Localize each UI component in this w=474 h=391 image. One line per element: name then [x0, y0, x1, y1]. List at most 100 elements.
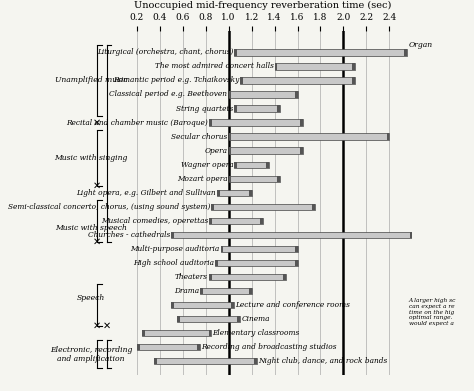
Bar: [410, 232, 412, 238]
Bar: [228, 91, 231, 98]
Bar: [211, 204, 315, 210]
Bar: [215, 260, 218, 266]
Text: Drama: Drama: [173, 287, 199, 295]
Bar: [237, 316, 240, 322]
Text: Electronic, recording
and amplification: Electronic, recording and amplification: [50, 346, 132, 363]
Bar: [209, 119, 212, 126]
Text: Classical period e.g. Beethoven: Classical period e.g. Beethoven: [109, 90, 228, 99]
Text: Unamplified music: Unamplified music: [55, 76, 128, 84]
Bar: [197, 344, 200, 350]
Bar: [295, 91, 298, 98]
Bar: [312, 204, 315, 210]
Bar: [209, 274, 286, 280]
Text: Lecture and conference rooms: Lecture and conference rooms: [236, 301, 350, 309]
Bar: [137, 344, 140, 350]
Bar: [228, 176, 231, 182]
Text: Opera: Opera: [204, 147, 228, 155]
Text: Musical comedies, operettas: Musical comedies, operettas: [100, 217, 208, 225]
Text: Elementary classrooms: Elementary classrooms: [212, 329, 300, 337]
Text: Organ: Organ: [409, 41, 433, 49]
Bar: [295, 246, 298, 252]
Bar: [283, 274, 286, 280]
Bar: [209, 274, 212, 280]
Bar: [386, 133, 390, 140]
Bar: [249, 288, 252, 294]
Text: String quartets: String quartets: [176, 104, 233, 113]
Text: The most admired concert halls: The most admired concert halls: [155, 63, 273, 70]
Bar: [171, 302, 174, 308]
Text: Multi-purpose auditoria: Multi-purpose auditoria: [130, 245, 219, 253]
Text: ✕: ✕: [102, 321, 111, 331]
Bar: [209, 119, 303, 126]
Text: High school auditoria: High school auditoria: [133, 259, 214, 267]
Text: Romantic period e.g. Tchaikovsky: Romantic period e.g. Tchaikovsky: [113, 76, 239, 84]
Bar: [234, 105, 280, 112]
Text: A larger high sc
can expect a re
time on the hig
optimal range.
would expect a: A larger high sc can expect a re time on…: [409, 298, 456, 326]
Bar: [154, 358, 157, 364]
Bar: [352, 77, 355, 84]
Bar: [234, 105, 237, 112]
Text: Music with speech: Music with speech: [55, 224, 127, 232]
Bar: [295, 260, 298, 266]
Text: Recital and chamber music (Baroque): Recital and chamber music (Baroque): [66, 118, 208, 127]
Bar: [234, 49, 407, 56]
Bar: [154, 358, 257, 364]
X-axis label: Unoccupied mid-frequency reverberation time (sec): Unoccupied mid-frequency reverberation t…: [135, 1, 392, 11]
Bar: [234, 49, 237, 56]
Bar: [234, 161, 269, 168]
Bar: [301, 119, 303, 126]
Text: Cinema: Cinema: [241, 315, 270, 323]
Bar: [228, 147, 303, 154]
Text: Secular chorus: Secular chorus: [171, 133, 228, 141]
Bar: [228, 147, 231, 154]
Text: Liturgical (orchestra, chant, chorus): Liturgical (orchestra, chant, chorus): [97, 48, 233, 56]
Bar: [200, 288, 203, 294]
Bar: [231, 302, 234, 308]
Bar: [143, 330, 146, 336]
Bar: [200, 288, 252, 294]
Bar: [301, 147, 303, 154]
Bar: [260, 218, 263, 224]
Text: Theaters: Theaters: [175, 273, 208, 281]
Bar: [274, 63, 355, 70]
Bar: [220, 246, 298, 252]
Bar: [277, 176, 280, 182]
Bar: [352, 63, 355, 70]
Bar: [177, 316, 240, 322]
Bar: [215, 260, 298, 266]
Bar: [209, 330, 211, 336]
Bar: [209, 218, 263, 224]
Bar: [266, 161, 269, 168]
Text: Night club, dance, and rock bands: Night club, dance, and rock bands: [258, 357, 388, 365]
Bar: [234, 161, 237, 168]
Bar: [137, 344, 200, 350]
Bar: [171, 232, 174, 238]
Bar: [240, 77, 355, 84]
Text: Wagner opera: Wagner opera: [181, 161, 233, 169]
Bar: [171, 302, 234, 308]
Bar: [228, 176, 280, 182]
Bar: [217, 190, 252, 196]
Bar: [274, 63, 277, 70]
Text: Speech: Speech: [77, 294, 105, 302]
Text: ✕: ✕: [93, 181, 101, 191]
Bar: [277, 105, 280, 112]
Text: ✕: ✕: [93, 118, 101, 127]
Bar: [171, 232, 412, 238]
Text: Light opera, e.g. Gilbert and Sullivan: Light opera, e.g. Gilbert and Sullivan: [76, 189, 216, 197]
Bar: [209, 218, 212, 224]
Text: ✕: ✕: [93, 237, 101, 247]
Bar: [228, 133, 390, 140]
Bar: [177, 316, 180, 322]
Bar: [404, 49, 407, 56]
Bar: [240, 77, 243, 84]
Bar: [220, 246, 223, 252]
Bar: [228, 91, 298, 98]
Bar: [249, 190, 252, 196]
Bar: [211, 204, 214, 210]
Bar: [228, 133, 231, 140]
Text: Churches - cathedrals: Churches - cathedrals: [88, 231, 170, 239]
Text: Semi-classical concerto, chorus, (using sound system): Semi-classical concerto, chorus, (using …: [8, 203, 210, 211]
Bar: [217, 190, 220, 196]
Text: ✕: ✕: [93, 321, 101, 331]
